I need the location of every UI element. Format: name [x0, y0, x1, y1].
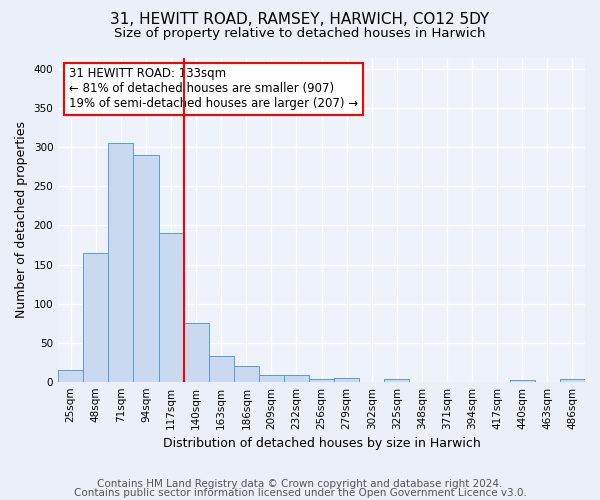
Bar: [133, 155, 158, 382]
Bar: [83, 253, 109, 382]
Bar: [109, 144, 133, 382]
Bar: [234, 366, 259, 382]
Bar: [385, 380, 409, 382]
Bar: [209, 356, 234, 382]
Y-axis label: Number of detached properties: Number of detached properties: [15, 121, 28, 318]
Bar: [510, 380, 535, 382]
Bar: [284, 376, 309, 382]
Bar: [560, 380, 585, 382]
Text: 31, HEWITT ROAD, RAMSEY, HARWICH, CO12 5DY: 31, HEWITT ROAD, RAMSEY, HARWICH, CO12 5…: [110, 12, 490, 28]
Bar: [184, 323, 209, 382]
Text: Contains HM Land Registry data © Crown copyright and database right 2024.: Contains HM Land Registry data © Crown c…: [97, 479, 503, 489]
Text: 31 HEWITT ROAD: 133sqm
← 81% of detached houses are smaller (907)
19% of semi-de: 31 HEWITT ROAD: 133sqm ← 81% of detached…: [69, 67, 358, 110]
Bar: [259, 376, 284, 382]
Bar: [334, 378, 359, 382]
Bar: [309, 378, 334, 382]
Bar: [58, 370, 83, 382]
Text: Contains public sector information licensed under the Open Government Licence v3: Contains public sector information licen…: [74, 488, 526, 498]
X-axis label: Distribution of detached houses by size in Harwich: Distribution of detached houses by size …: [163, 437, 481, 450]
Text: Size of property relative to detached houses in Harwich: Size of property relative to detached ho…: [114, 28, 486, 40]
Bar: [158, 234, 184, 382]
